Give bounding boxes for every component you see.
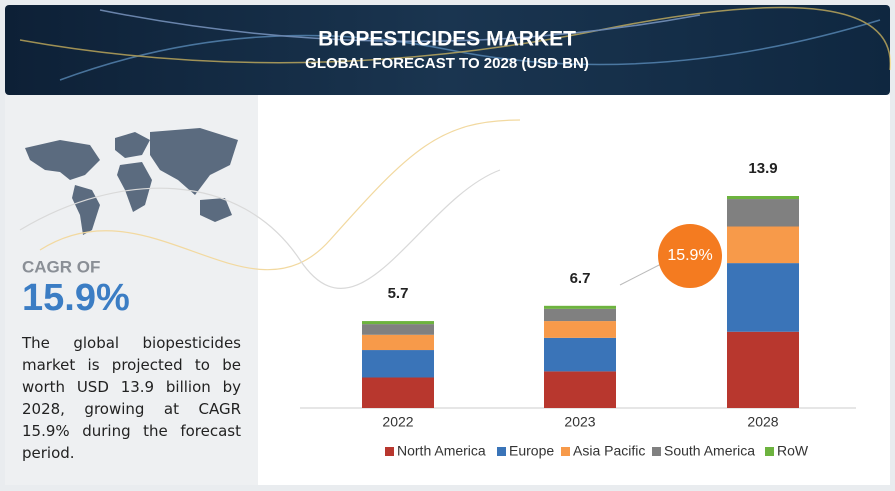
cagr-label: CAGR OF	[22, 257, 100, 276]
total-label: 5.7	[388, 285, 409, 302]
bar-segment	[544, 371, 616, 408]
bar-segment	[727, 331, 799, 408]
legend-swatch	[561, 447, 570, 456]
bar-segment	[727, 263, 799, 332]
world-map	[25, 128, 238, 235]
bar-segment	[362, 350, 434, 378]
legend-swatch	[497, 447, 506, 456]
header-lights	[19, 6, 891, 81]
bar-segment	[727, 226, 799, 264]
description: The global biopesticides market is proje…	[22, 334, 241, 462]
bar-segment	[544, 337, 616, 372]
legend-swatch	[652, 447, 661, 456]
bar-segment	[362, 321, 434, 325]
legend-label: Europe	[509, 443, 554, 459]
legend-label: South America	[664, 443, 755, 459]
legend-label: North America	[397, 443, 486, 459]
cagr-value: 15.9%	[22, 277, 130, 319]
bar-segment	[727, 199, 799, 227]
x-tick-label: 2028	[747, 414, 778, 430]
bar-segment	[362, 324, 434, 335]
legend-swatch	[765, 447, 774, 456]
annotation-pointer	[619, 261, 666, 286]
bar-segment	[727, 196, 799, 200]
bar-segment	[362, 377, 434, 408]
bar-segment	[544, 308, 616, 322]
x-tick-label: 2023	[564, 414, 595, 430]
legend-swatch	[385, 447, 394, 456]
x-tick-label: 2022	[382, 414, 413, 430]
bar-segment	[544, 305, 616, 309]
bar-segment	[544, 321, 616, 338]
total-label: 6.7	[570, 270, 591, 287]
legend-label: Asia Pacific	[573, 443, 645, 459]
bar-segment	[362, 334, 434, 351]
legend-label: RoW	[777, 443, 809, 459]
total-label: 13.9	[748, 160, 777, 177]
header-title: BIOPESTICIDES MARKET	[318, 28, 576, 51]
header-subtitle: GLOBAL FORECAST TO 2028 (USD BN)	[305, 55, 589, 72]
annotation-bubble	[658, 224, 722, 288]
decor-curves	[19, 119, 521, 289]
annotation: 15.9%	[667, 247, 712, 264]
